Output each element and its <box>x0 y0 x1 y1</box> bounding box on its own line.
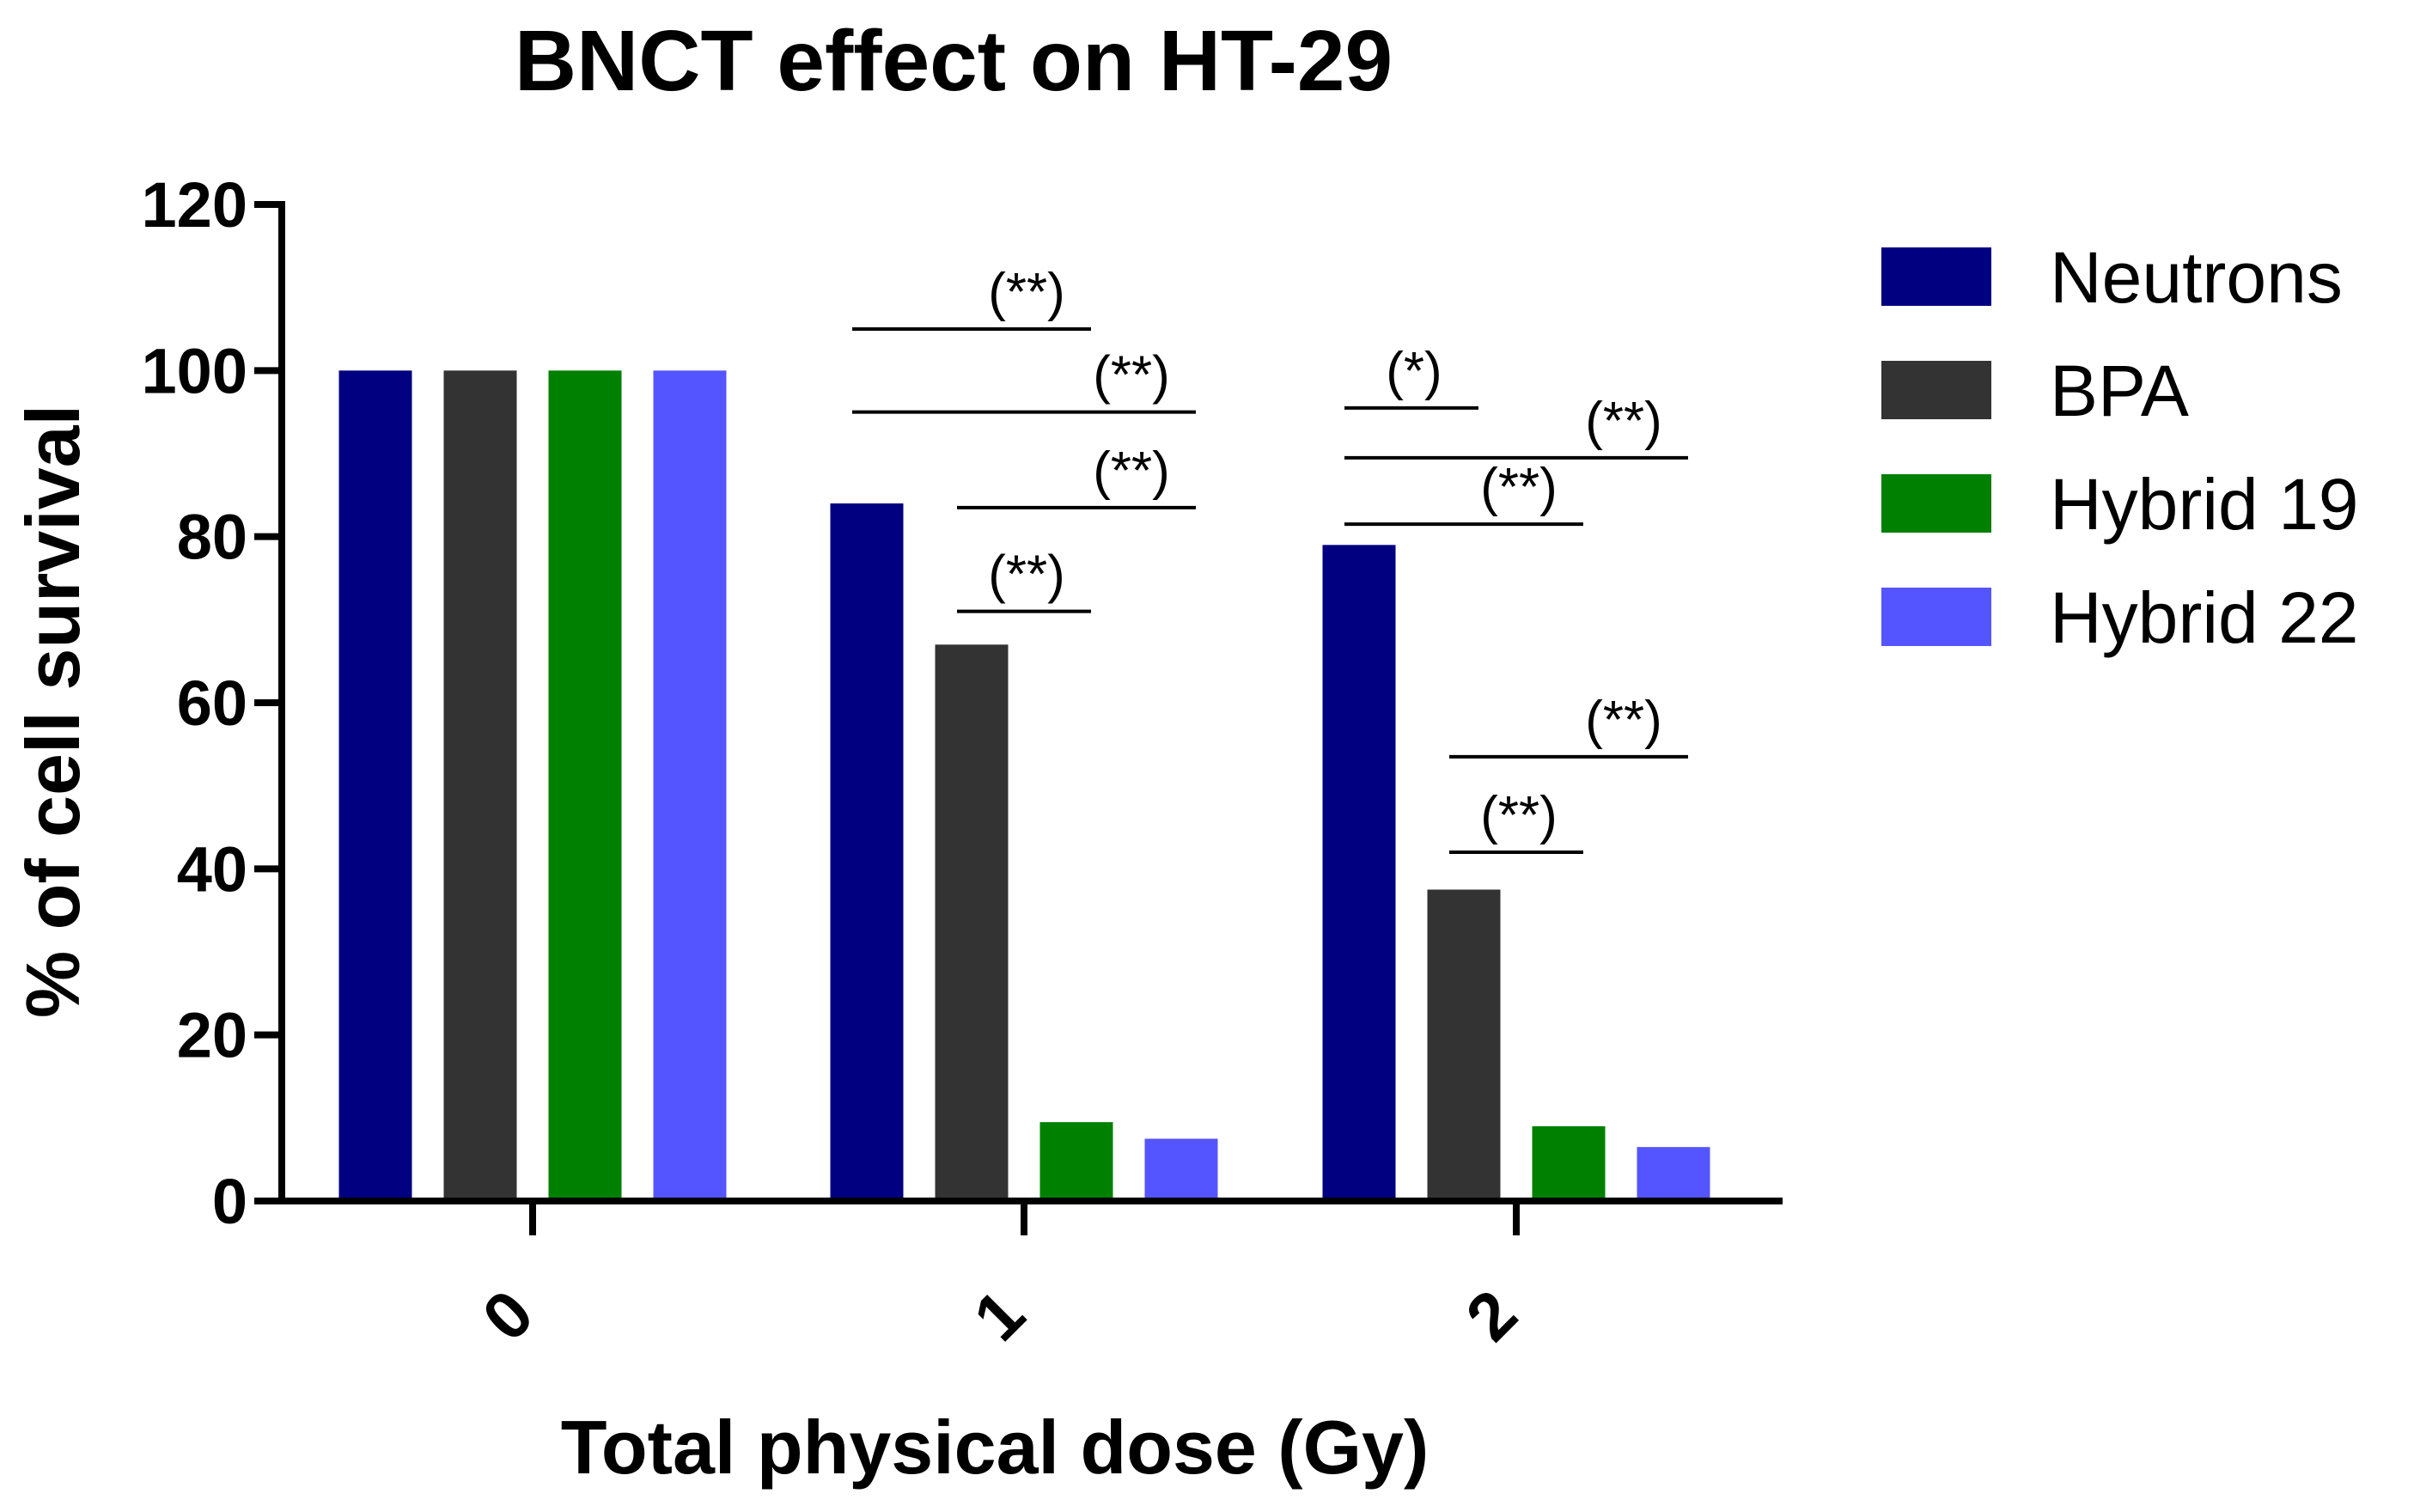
bar-bpa-dose-2 <box>1427 889 1501 1201</box>
x-axis-title: Total physical dose (Gy) <box>561 1405 1430 1490</box>
significance-label-7: (**) <box>1480 458 1558 517</box>
y-tick-label-40: 40 <box>177 833 247 905</box>
y-tick-label-80: 80 <box>177 502 247 573</box>
legend: Neutrons BPA Hybrid 19 Hybrid 22 <box>1881 237 2359 658</box>
y-tick-label-0: 0 <box>212 1166 247 1237</box>
legend-label-hybrid-19: Hybrid 19 <box>2050 464 2359 545</box>
bar-bpa-dose-0 <box>443 370 517 1201</box>
legend-label-bpa: BPA <box>2050 351 2189 431</box>
significance-label-1: (**) <box>988 263 1065 322</box>
y-tick-label-20: 20 <box>177 1000 247 1071</box>
significance-label-4: (**) <box>988 546 1065 605</box>
y-axis-title: % of cell survival <box>10 405 95 1018</box>
significance-label-3: (**) <box>1093 442 1170 501</box>
legend-swatch-hybrid-19 <box>1881 474 1991 533</box>
significance-label-5: (*) <box>1386 342 1442 401</box>
legend-swatch-bpa <box>1881 361 1991 419</box>
x-tick-label-0: 0 <box>467 1275 547 1355</box>
y-tick-label-100: 100 <box>142 335 247 406</box>
bar-neutrons-dose-0 <box>338 370 412 1201</box>
bar-hybrid-19-dose-0 <box>548 370 622 1201</box>
significance-label-8: (**) <box>1585 691 1662 750</box>
bar-neutrons-dose-2 <box>1322 545 1396 1201</box>
y-tick-label-60: 60 <box>177 668 247 739</box>
legend-label-hybrid-22: Hybrid 22 <box>2050 577 2359 658</box>
legend-swatch-neutrons <box>1881 247 1991 306</box>
y-tick-label-120: 120 <box>142 169 247 241</box>
significance-label-9: (**) <box>1480 786 1558 845</box>
significance-label-2: (**) <box>1093 346 1170 405</box>
chart-title: BNCT effect on HT-29 <box>515 13 1393 109</box>
bar-neutrons-dose-1 <box>830 503 904 1201</box>
legend-swatch-hybrid-22 <box>1881 588 1991 646</box>
legend-label-neutrons: Neutrons <box>2050 237 2343 318</box>
bar-hybrid-19-dose-1 <box>1039 1122 1113 1201</box>
bar-hybrid-22-dose-0 <box>653 370 727 1201</box>
bar-hybrid-22-dose-1 <box>1144 1138 1218 1201</box>
bar-hybrid-22-dose-2 <box>1637 1147 1710 1201</box>
x-tick-label-2: 2 <box>1451 1275 1531 1355</box>
x-tick-label-1: 1 <box>959 1275 1039 1355</box>
bar-hybrid-19-dose-2 <box>1532 1126 1606 1201</box>
bar-bpa-dose-1 <box>935 644 1009 1201</box>
significance-label-6: (**) <box>1585 392 1662 451</box>
plot-area: 0 20 40 60 80 100 120 0 1 2 (**) (**) (**) (**) (*) (**… <box>142 169 1783 1355</box>
